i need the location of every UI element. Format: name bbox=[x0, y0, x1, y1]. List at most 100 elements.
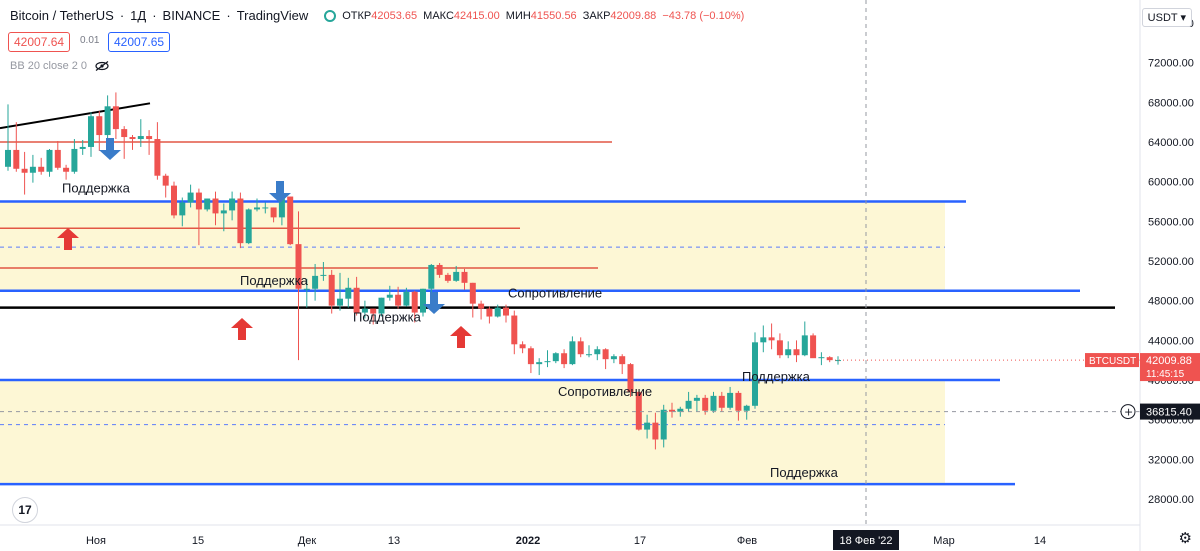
candle-body bbox=[444, 274, 451, 281]
price-tick: 64000.00 bbox=[1148, 137, 1194, 149]
candle-body bbox=[295, 244, 302, 289]
interval[interactable]: 1Д bbox=[130, 8, 147, 23]
crosshair-date-tag bbox=[833, 530, 899, 550]
candle-body bbox=[303, 288, 310, 290]
arrow-drawings[interactable] bbox=[57, 138, 472, 348]
candle-body bbox=[652, 422, 659, 440]
tradingview-logo-icon[interactable]: 17 bbox=[12, 497, 38, 523]
arrow-down-icon[interactable] bbox=[269, 181, 291, 203]
candle-body bbox=[370, 308, 377, 314]
candle-body bbox=[96, 116, 103, 136]
ohlc-open: ОТКР42053.65 bbox=[342, 9, 418, 22]
candles bbox=[5, 92, 841, 450]
candle-body bbox=[129, 137, 136, 140]
candle-body bbox=[494, 307, 501, 317]
annotation-labels: Поддержка Поддержка Поддержка Сопротивление… bbox=[62, 181, 839, 481]
trend-line[interactable] bbox=[0, 102, 151, 130]
candle-body bbox=[826, 357, 833, 361]
candle-body bbox=[776, 340, 783, 356]
legend: Bitcoin / TetherUS · 1Д · BINANCE · Trad… bbox=[10, 8, 745, 23]
symbol-tag bbox=[1085, 353, 1139, 368]
candle-body bbox=[760, 337, 767, 343]
annotation-label: Поддержка bbox=[62, 181, 131, 196]
time-tick: Фев bbox=[737, 535, 757, 547]
candle-body bbox=[403, 291, 410, 306]
candle-body bbox=[278, 196, 285, 218]
candle-body bbox=[262, 207, 269, 209]
candle-body bbox=[361, 308, 368, 313]
candle-body bbox=[245, 209, 252, 244]
last-price-value: 42009.88 bbox=[1146, 355, 1192, 367]
candle-body bbox=[270, 207, 277, 218]
candle-body bbox=[195, 192, 202, 210]
candle-body bbox=[743, 405, 750, 411]
candle-body bbox=[162, 175, 169, 186]
annotation-label: Сопротивление bbox=[558, 384, 652, 399]
candle-body bbox=[561, 353, 568, 365]
candle-body bbox=[752, 342, 758, 406]
countdown: 11:45:15 bbox=[1146, 369, 1185, 380]
candle-body bbox=[627, 364, 634, 392]
arrow-down-icon[interactable] bbox=[423, 292, 445, 314]
indicator-legend[interactable]: BB 20 close 2 0 bbox=[10, 60, 109, 72]
candle-body bbox=[727, 392, 734, 408]
arrow-up-icon[interactable] bbox=[57, 228, 79, 250]
candle-body bbox=[212, 198, 219, 214]
candle-body bbox=[710, 395, 717, 411]
candle-body bbox=[669, 409, 675, 412]
candle-body bbox=[220, 210, 227, 214]
gear-icon[interactable]: ⚙ bbox=[1178, 530, 1192, 547]
candle-body bbox=[735, 392, 742, 411]
arrow-up-icon[interactable] bbox=[450, 326, 472, 348]
candle-body bbox=[353, 287, 360, 313]
candle-body bbox=[13, 149, 20, 169]
candle-body bbox=[204, 198, 211, 210]
highlight-zone bbox=[0, 380, 945, 485]
ohlc-low: МИН41550.56 bbox=[505, 9, 577, 22]
time-tick: Дек bbox=[298, 535, 317, 547]
crosshair-date: 18 Фев '22 bbox=[839, 535, 892, 547]
price-tick: 48000.00 bbox=[1148, 296, 1194, 308]
candle-body bbox=[71, 148, 78, 172]
candle-body bbox=[527, 348, 534, 365]
candle-body bbox=[121, 129, 128, 138]
candle-body bbox=[88, 116, 94, 147]
drawn-lines[interactable] bbox=[0, 102, 1115, 486]
candle-body bbox=[171, 185, 177, 216]
indicator-label: BB 20 close 2 0 bbox=[10, 60, 88, 72]
candle-body bbox=[519, 344, 526, 349]
candle-body bbox=[46, 149, 53, 172]
candle-body bbox=[137, 136, 144, 140]
candle-body bbox=[337, 298, 343, 306]
candle-body bbox=[835, 360, 841, 362]
last-price-tag bbox=[1140, 353, 1200, 382]
candle-body bbox=[544, 361, 551, 363]
plus-icon: + bbox=[1124, 406, 1133, 419]
candle-body bbox=[503, 307, 509, 316]
symbol-name[interactable]: Bitcoin / TetherUS bbox=[10, 8, 114, 23]
candle-body bbox=[21, 168, 28, 173]
candle-body bbox=[112, 106, 119, 130]
market-status-icon[interactable] bbox=[324, 9, 337, 22]
arrow-down-icon[interactable] bbox=[99, 138, 121, 160]
candle-body bbox=[810, 335, 817, 359]
candle-body bbox=[287, 196, 294, 245]
add-alert-icon[interactable] bbox=[1120, 404, 1136, 420]
time-tick: 2022 bbox=[516, 535, 540, 547]
candle-body bbox=[785, 349, 792, 356]
arrow-up-icon[interactable] bbox=[231, 318, 253, 340]
annotation-label: Поддержка bbox=[742, 369, 811, 384]
candle-body bbox=[154, 139, 161, 176]
buy-button[interactable]: 42007.65 bbox=[108, 32, 171, 52]
currency-select[interactable]: USDT ▾ bbox=[1141, 8, 1192, 27]
annotation-label: Поддержка bbox=[353, 310, 422, 325]
annotation-label: Сопротивление bbox=[508, 286, 602, 301]
candle-body bbox=[793, 349, 800, 356]
candle-body bbox=[569, 341, 576, 365]
candle-body bbox=[602, 349, 609, 360]
sell-button[interactable]: 42007.64 bbox=[8, 32, 71, 52]
candle-body bbox=[619, 356, 626, 365]
eye-hidden-icon[interactable] bbox=[95, 61, 109, 71]
candle-body bbox=[54, 149, 61, 168]
